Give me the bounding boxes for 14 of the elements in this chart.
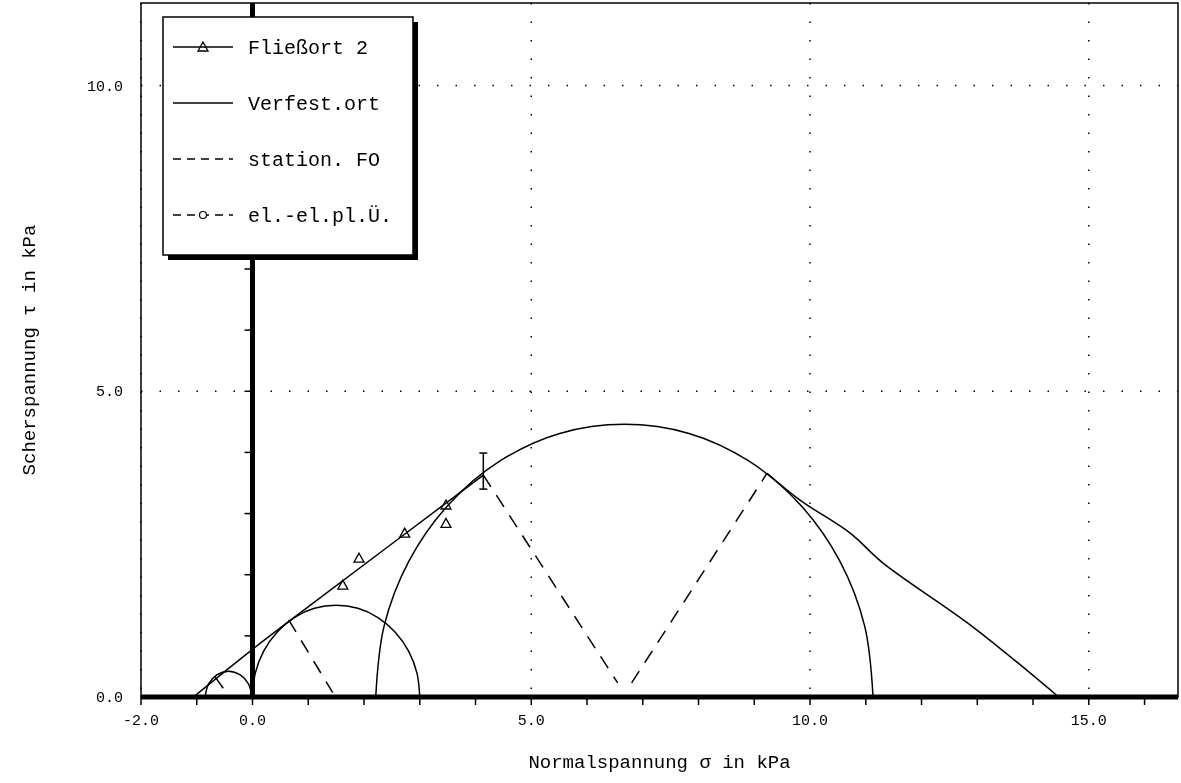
legend-label: Fließort 2 (248, 37, 369, 60)
y-tick-label: 0.0 (95, 690, 123, 707)
y-tick-label: 5.0 (95, 384, 123, 402)
x-tick-label: 10.0 (792, 713, 829, 730)
y-axis-title: Scherspannung τ in kPa (19, 224, 41, 476)
x-tick-label: 15.0 (1070, 713, 1107, 730)
legend-label: el.-el.pl.Ü. (248, 205, 393, 228)
legend-label: station. FO (248, 149, 381, 172)
x-tick-label: -2.0 (122, 713, 160, 730)
x-axis-title: Normalspannung σ in kPa (528, 752, 791, 774)
x-tick-label: 5.0 (517, 713, 545, 730)
legend-label: Verfest.ort (248, 93, 381, 116)
x-tick-label: 0.0 (239, 713, 267, 730)
y-tick-label: 10.0 (86, 78, 123, 96)
